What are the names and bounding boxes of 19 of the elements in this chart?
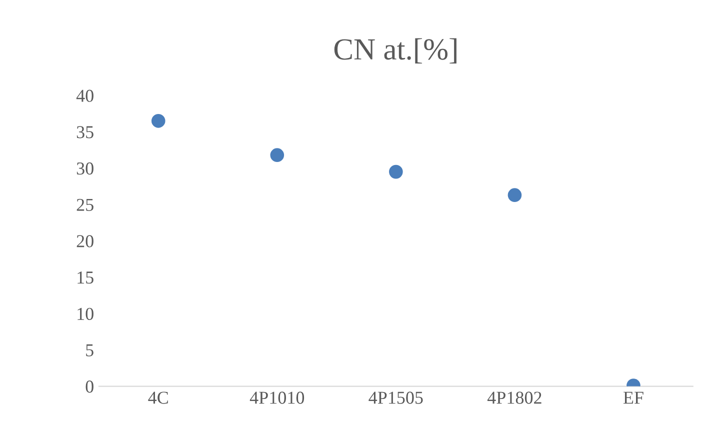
y-tick-label: 35 <box>76 126 94 138</box>
point <box>270 148 284 162</box>
point <box>508 188 522 202</box>
y-tick-label: 10 <box>78 308 94 320</box>
y-tick-label: 20 <box>76 235 94 248</box>
y-tick-label: 0 <box>86 380 94 393</box>
chart-title: CN at.[%] <box>334 38 456 64</box>
x-tick-label: 4P1505 <box>368 392 423 404</box>
y-tick-label: 25 <box>76 198 94 211</box>
x-tick-label: 4P1010 <box>250 392 304 404</box>
x-tick-label: 4P1802 <box>487 392 542 404</box>
y-tick-label: 40 <box>76 90 94 102</box>
point <box>151 114 166 128</box>
x-tick-label: 4C <box>148 392 168 404</box>
y-tick-label: 5 <box>86 344 94 356</box>
y-tick-label: 15 <box>78 272 94 284</box>
x-tick-label: EF <box>623 392 644 404</box>
point <box>389 164 403 179</box>
y-tick-label: 30 <box>76 162 94 175</box>
